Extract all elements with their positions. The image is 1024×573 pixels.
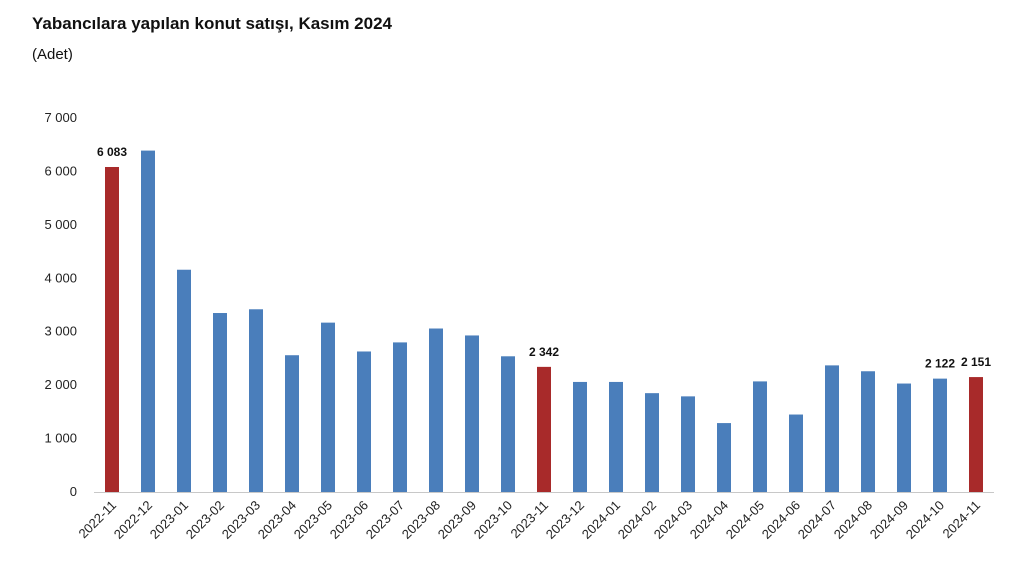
x-tick-label: 2023-03 (219, 498, 263, 542)
bar-2024-03 (681, 396, 695, 492)
bar-2023-01 (177, 269, 191, 492)
bar-2023-05 (321, 322, 335, 492)
bar-2024-02 (645, 393, 659, 492)
data-label: 2 342 (529, 345, 559, 359)
data-label: 2 122 (925, 357, 955, 371)
bar-2024-11 (969, 377, 983, 492)
bar-2023-07 (393, 342, 407, 492)
bar-2023-10 (501, 356, 515, 492)
x-tick-label: 2023-12 (543, 498, 587, 542)
x-tick-label: 2024-10 (903, 498, 947, 542)
x-tick-label: 2023-04 (255, 498, 299, 542)
x-tick-label: 2024-02 (615, 498, 659, 542)
bar-2022-12 (141, 150, 155, 492)
x-tick-label: 2024-04 (687, 498, 731, 542)
x-tick-label: 2023-02 (183, 498, 227, 542)
x-tick-label: 2024-05 (723, 498, 767, 542)
bar-2023-11 (537, 366, 551, 492)
x-tick-label: 2023-07 (363, 498, 407, 542)
x-tick-label: 2023-09 (435, 498, 479, 542)
data-label: 6 083 (97, 145, 127, 159)
y-tick-label: 2 000 (44, 377, 77, 392)
bar-2023-02 (213, 313, 227, 492)
x-tick-label: 2023-06 (327, 498, 371, 542)
bar-2024-04 (717, 423, 731, 492)
x-tick-label: 2022-11 (75, 498, 119, 542)
bar-2023-06 (357, 351, 371, 492)
y-tick-label: 1 000 (44, 431, 77, 446)
x-tick-label: 2023-05 (291, 498, 335, 542)
y-tick-label: 7 000 (44, 110, 77, 125)
x-tick-label: 2023-10 (471, 498, 515, 542)
bar-2024-10 (933, 378, 947, 492)
x-tick-label: 2023-11 (507, 498, 551, 542)
x-tick-label: 2024-11 (939, 498, 983, 542)
x-tick-label: 2024-03 (651, 498, 695, 542)
bar-2024-08 (861, 371, 875, 492)
y-tick-label: 4 000 (44, 270, 77, 285)
bar-2024-07 (825, 365, 839, 492)
chart-title: Yabancılara yapılan konut satışı, Kasım … (32, 14, 393, 33)
data-label: 2 151 (961, 355, 991, 369)
bar-2024-09 (897, 383, 911, 492)
y-tick-label: 3 000 (44, 324, 77, 339)
x-tick-label: 2024-01 (579, 498, 623, 542)
y-tick-label: 5 000 (44, 217, 77, 232)
x-tick-label: 2022-12 (111, 498, 155, 542)
y-tick-label: 6 000 (44, 163, 77, 178)
x-tick-label: 2023-08 (399, 498, 443, 542)
bar-2023-08 (429, 328, 443, 492)
bar-2023-09 (465, 335, 479, 492)
bar-2022-11 (105, 166, 119, 492)
chart-subtitle: (Adet) (32, 46, 73, 63)
bar-2024-06 (789, 414, 803, 492)
bar-2024-01 (609, 381, 623, 492)
bar-2023-04 (285, 355, 299, 492)
x-tick-label: 2024-06 (759, 498, 803, 542)
y-tick-label: 0 (70, 484, 77, 499)
bar-2023-12 (573, 381, 587, 492)
bar-2024-05 (753, 381, 767, 492)
x-tick-label: 2024-08 (831, 498, 875, 542)
x-tick-label: 2023-01 (147, 498, 191, 542)
x-tick-label: 2024-07 (795, 498, 839, 542)
x-tick-label: 2024-09 (867, 498, 911, 542)
bar-2023-03 (249, 309, 263, 492)
